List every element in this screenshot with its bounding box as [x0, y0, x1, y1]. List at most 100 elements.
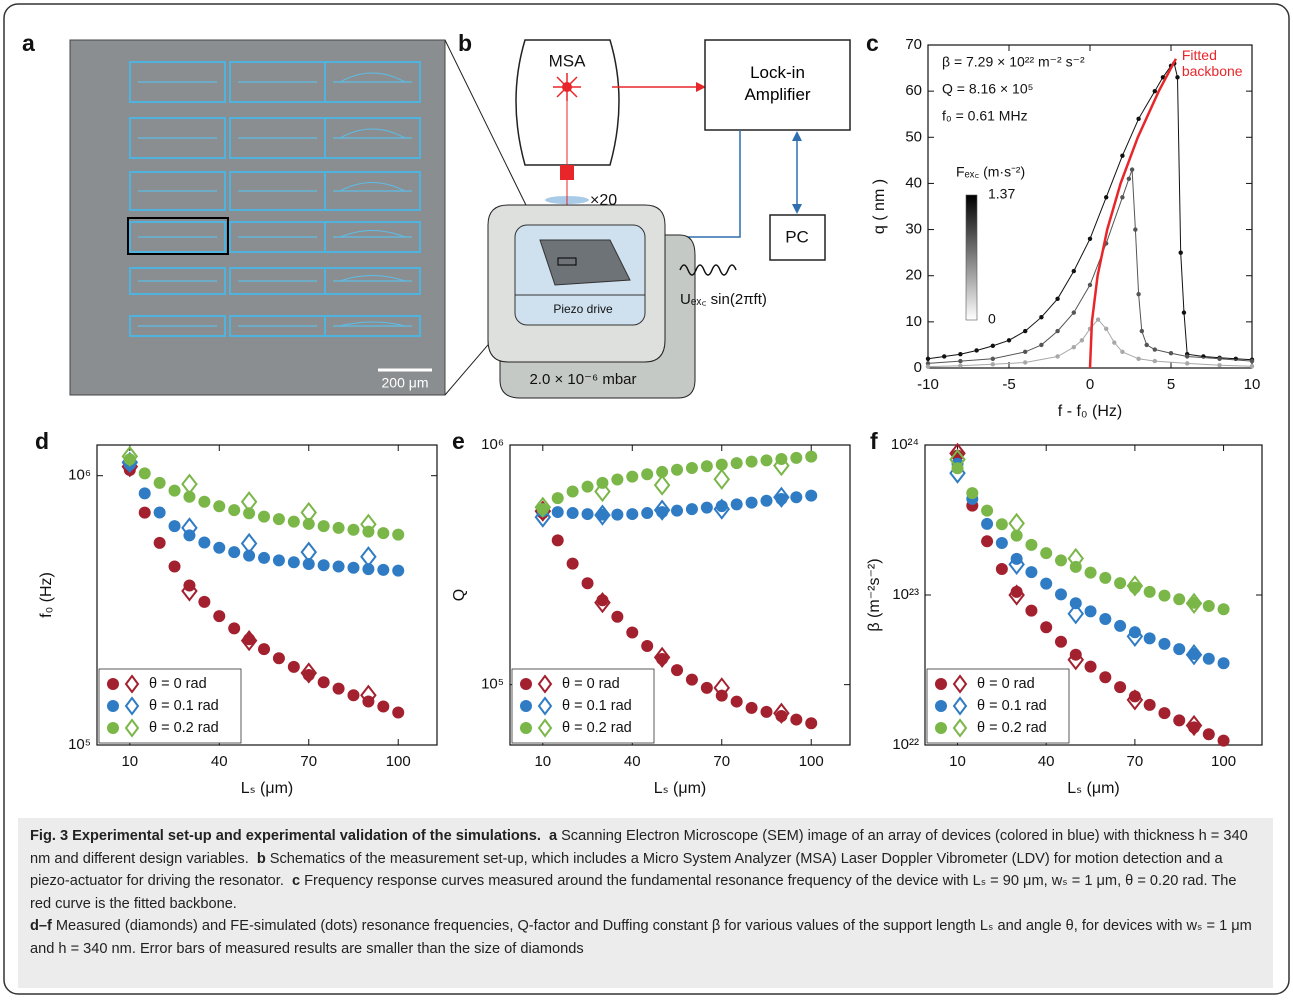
simulated-dot: [272, 513, 285, 526]
simulated-dot: [317, 559, 330, 572]
simulated-dot: [1158, 637, 1171, 650]
measured-diamond: [240, 630, 258, 652]
caption-panel-label: c: [291, 873, 301, 889]
data-point: [1120, 153, 1125, 158]
data-point: [990, 343, 995, 349]
simulated-dot: [995, 518, 1008, 531]
measured-diamond: [1008, 512, 1025, 535]
sem-image: [69, 39, 446, 396]
simulated-dot: [377, 563, 390, 576]
x-tick-label: 100: [386, 753, 411, 770]
legend-dot: [935, 678, 947, 690]
data-point: [990, 356, 995, 361]
simulated-dot: [198, 595, 211, 608]
data-point: [1039, 315, 1044, 320]
objective: [560, 165, 574, 180]
data-point: [1136, 116, 1141, 122]
simulated-dot: [1202, 652, 1215, 665]
simulated-dot: [362, 563, 375, 576]
device-outline: [129, 221, 226, 253]
x-tick-label: 70: [713, 753, 730, 770]
simulated-dot: [1084, 605, 1097, 618]
data-point: [1112, 340, 1117, 345]
legend-box: [98, 668, 242, 744]
simulated-dot: [228, 622, 241, 635]
data-point: [1120, 195, 1125, 200]
measured-diamond: [594, 480, 611, 503]
legend-diamond: [537, 674, 553, 694]
panel-label: f: [870, 428, 878, 454]
legend-label: θ = 0.2 rad: [149, 720, 219, 736]
simulated-dot: [745, 496, 758, 509]
laser-source: [562, 82, 572, 92]
panel-label: b: [458, 30, 472, 56]
simulated-dot: [995, 563, 1008, 576]
device-outline: [129, 267, 226, 295]
simulated-dot: [700, 681, 713, 694]
measured-diamond: [653, 499, 671, 521]
simulated-dot: [377, 700, 390, 713]
measured-diamond: [360, 684, 377, 706]
y-axis-title: β (m⁻²s⁻²): [866, 558, 883, 631]
simulated-dot: [168, 560, 181, 573]
y-tick-label: 40: [905, 174, 922, 191]
data-point: [1055, 354, 1060, 359]
caption: Fig. 3 Experimental set-up and experimen…: [18, 818, 1273, 988]
caption-text: Measured (diamonds) and FE-simulated (do…: [30, 918, 1252, 957]
simulated-dot: [1040, 547, 1053, 560]
legend-diamond: [124, 674, 140, 694]
y-tick-label: 50: [905, 128, 922, 145]
annotation: β = 7.29 × 10²² m⁻² s⁻²: [942, 54, 1085, 70]
measured-diamond: [773, 486, 790, 508]
simulated-dot: [1143, 585, 1156, 598]
simulated-dot: [981, 535, 994, 548]
simulated-dot: [581, 577, 594, 590]
simulated-dot: [153, 536, 166, 549]
data-point: [1006, 338, 1012, 343]
panel-label: d: [35, 428, 49, 454]
simulated-dot: [1084, 660, 1097, 673]
simulated-dot: [258, 510, 271, 523]
data-point: [1126, 176, 1132, 182]
measured-diamond: [1185, 592, 1203, 614]
simulated-dot: [1114, 577, 1127, 590]
simulated-dot: [258, 643, 271, 656]
measured-diamond: [181, 473, 198, 495]
simulated-dot: [671, 463, 684, 476]
data-point: [1181, 310, 1187, 315]
x-tick-label: 100: [799, 753, 824, 770]
simulated-dot: [258, 551, 271, 564]
pc-label: PC: [785, 227, 809, 246]
simulated-dot: [287, 660, 300, 673]
data-point: [1168, 351, 1174, 356]
measured-diamond: [300, 501, 318, 524]
simulated-dot: [228, 504, 241, 517]
highlight-box: [127, 217, 229, 255]
simulated-dot: [153, 506, 166, 519]
y-tick-label: 10⁵: [481, 676, 504, 693]
data-point: [1217, 363, 1222, 368]
simulated-dot: [805, 450, 818, 463]
y-tick-label: 60: [905, 82, 922, 99]
caption-text: Frequency response curves measured aroun…: [30, 873, 1237, 912]
colorbar-tick-label: 1.37: [988, 186, 1015, 202]
x-tick-label: 10: [1244, 376, 1261, 393]
annotation: f₀ = 0.61 MHz: [942, 108, 1028, 124]
simulated-dot: [347, 523, 360, 536]
legend-dot: [520, 678, 532, 690]
simulated-dot: [1143, 632, 1156, 645]
caption-part: c Frequency response curves measured arou…: [30, 873, 1236, 912]
measured-diamond: [1067, 603, 1085, 625]
measured-diamond: [300, 662, 318, 684]
x-tick-label: 10: [949, 753, 966, 770]
legend-label: θ = 0 rad: [562, 676, 620, 692]
simulated-dot: [287, 556, 300, 569]
simulated-dot: [1040, 621, 1053, 634]
data-point: [1095, 317, 1101, 322]
simulated-dot: [1114, 619, 1127, 632]
legend-dot: [520, 722, 532, 734]
annotation: Q = 8.16 × 10⁵: [942, 81, 1033, 97]
simulated-dot: [1054, 635, 1067, 648]
simulated-dot: [228, 546, 241, 559]
